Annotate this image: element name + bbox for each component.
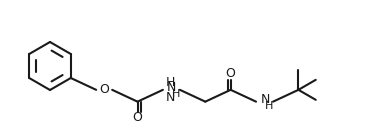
Text: H
N: H N [166, 76, 176, 104]
Text: N: N [167, 81, 177, 94]
Text: O: O [226, 67, 236, 80]
Text: H: H [172, 89, 180, 99]
Text: O: O [133, 111, 142, 124]
Text: O: O [99, 83, 109, 96]
Text: N: N [260, 93, 270, 106]
Text: H: H [265, 101, 273, 111]
